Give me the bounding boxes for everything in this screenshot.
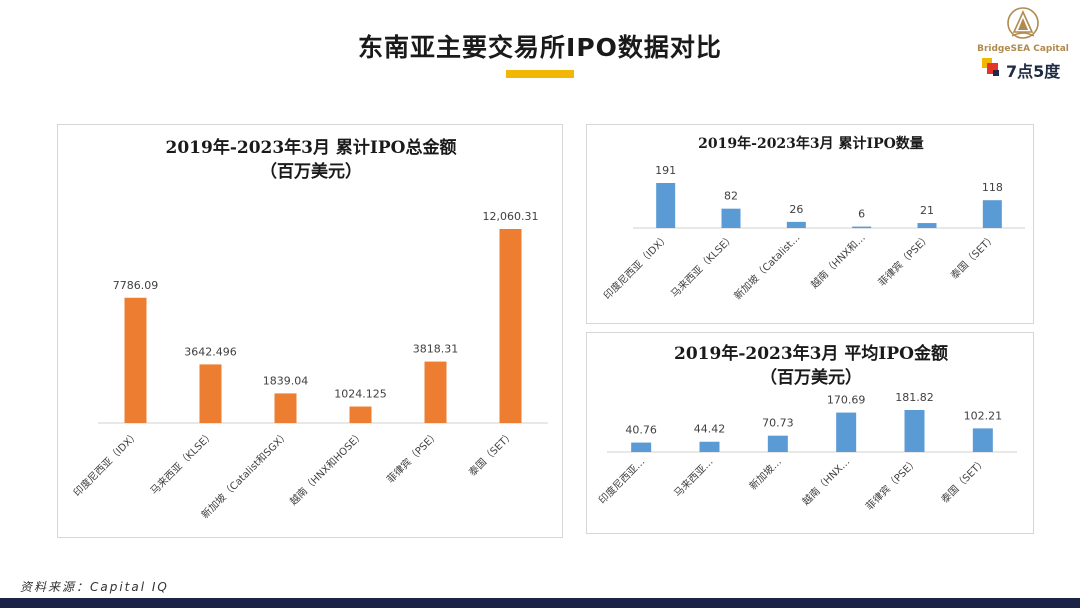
count-value-label: 6 (858, 208, 865, 221)
total-category-label: 新加坡（Catalist和SGX） (198, 428, 291, 521)
average-category-label: 泰国（SET） (938, 455, 989, 506)
chart-count-svg: 2019年-2023年3月 累计IPO数量 191 印度尼西亚（IDX） 82 马来西亚… (601, 135, 1025, 302)
average-bar (699, 441, 720, 452)
chart-total-svg: 2019年-2023年3月 累计IPO总金额 （百万美元） 7786.09 印度尼西亚… (71, 137, 548, 521)
chart-average-svg: 2019年-2023年3月 平均IPO金额 （百万美元） 40.76 印度尼西亚… 44… (596, 343, 1017, 513)
total-category-label: 越南（HNX和HOSE） (287, 428, 367, 508)
logo-brand-text: BridgeSEA Capital (977, 44, 1069, 54)
total-category-label: 印度尼西亚（IDX） (71, 428, 142, 499)
count-value-label: 191 (655, 164, 676, 177)
total-category-label: 马来西亚（KLSE） (148, 429, 216, 497)
count-chart-title: 2019年-2023年3月 累计IPO数量 (698, 135, 924, 152)
count-bar (852, 226, 872, 229)
total-value-label: 12,060.31 (483, 210, 539, 223)
count-category-label: 马来西亚（KLSE） (669, 232, 737, 300)
average-value-label: 40.76 (625, 424, 657, 437)
average-category-label: 菲律宾（PSE） (863, 455, 921, 513)
count-value-label: 21 (920, 204, 934, 217)
footer-bar (0, 598, 1080, 608)
average-category-label: 新加坡… (746, 455, 783, 492)
average-value-label: 70.73 (762, 417, 794, 430)
count-bar (656, 183, 676, 228)
total-category-label: 泰国（SET） (466, 428, 517, 479)
average-value-label: 44.42 (694, 423, 726, 436)
average-bar (767, 435, 788, 452)
average-category-label: 马来西亚… (672, 456, 716, 500)
count-bar (982, 200, 1002, 228)
logo-mark-icon (982, 58, 999, 76)
total-value-label: 3642.496 (184, 345, 237, 358)
total-value-label: 1024.125 (334, 388, 387, 401)
total-category-label: 菲律宾（PSE） (384, 428, 442, 486)
count-category-label: 泰国（SET） (948, 231, 999, 282)
total-bar (499, 229, 522, 423)
average-bar (904, 410, 925, 452)
average-chart-title: 2019年-2023年3月 平均IPO金额 (674, 343, 948, 364)
count-value-label: 82 (724, 190, 738, 203)
count-category-label: 菲律宾（PSE） (875, 231, 933, 289)
count-bar (786, 221, 806, 228)
count-value-label: 118 (982, 181, 1003, 194)
total-chart-title: 2019年-2023年3月 累计IPO总金额 (166, 137, 457, 158)
average-category-label: 越南（HNX… (799, 455, 852, 508)
average-category-label: 印度尼西亚… (596, 455, 648, 507)
average-value-label: 102.21 (964, 409, 1003, 422)
page-title: 东南亚主要交易所IPO数据对比 (358, 33, 722, 62)
total-bar (274, 393, 297, 423)
count-value-label: 26 (789, 203, 803, 216)
average-bar (631, 442, 652, 452)
average-value-label: 181.82 (895, 391, 934, 404)
title-underline (506, 70, 574, 78)
average-bar (972, 428, 993, 452)
average-value-label: 170.69 (827, 394, 866, 407)
count-category-label: 新加坡（Catalist… (731, 231, 802, 302)
count-bar (917, 223, 937, 228)
average-chart-subtitle: （百万美元） (760, 367, 862, 388)
logo-tagline: 7点5度 (1006, 62, 1061, 81)
count-category-label: 越南（HNX和… (808, 231, 868, 291)
total-value-label: 3818.31 (413, 343, 459, 356)
total-chart-subtitle: （百万美元） (260, 161, 362, 182)
count-bar (721, 208, 741, 228)
chart-panel-total: 2019年-2023年3月 累计IPO总金额 （百万美元） 7786.09 印度尼西亚… (57, 124, 563, 538)
chart-panel-average: 2019年-2023年3月 平均IPO金额 （百万美元） 40.76 印度尼西亚… 44… (586, 332, 1034, 534)
total-value-label: 7786.09 (113, 279, 159, 292)
count-category-label: 印度尼西亚（IDX） (601, 231, 672, 302)
average-bar (836, 412, 857, 452)
source-note: 资料来源：Capital IQ (20, 580, 169, 594)
logo-emblem-icon (1007, 7, 1039, 39)
total-bar (349, 406, 372, 423)
total-bar (124, 297, 147, 423)
total-bar (199, 364, 222, 423)
logo: BridgeSEA Capital 7点5度 (970, 6, 1076, 81)
total-value-label: 1839.04 (263, 374, 309, 387)
total-bar (424, 361, 447, 423)
chart-panel-count: 2019年-2023年3月 累计IPO数量 191 印度尼西亚（IDX） 82 马来西亚… (586, 124, 1034, 324)
